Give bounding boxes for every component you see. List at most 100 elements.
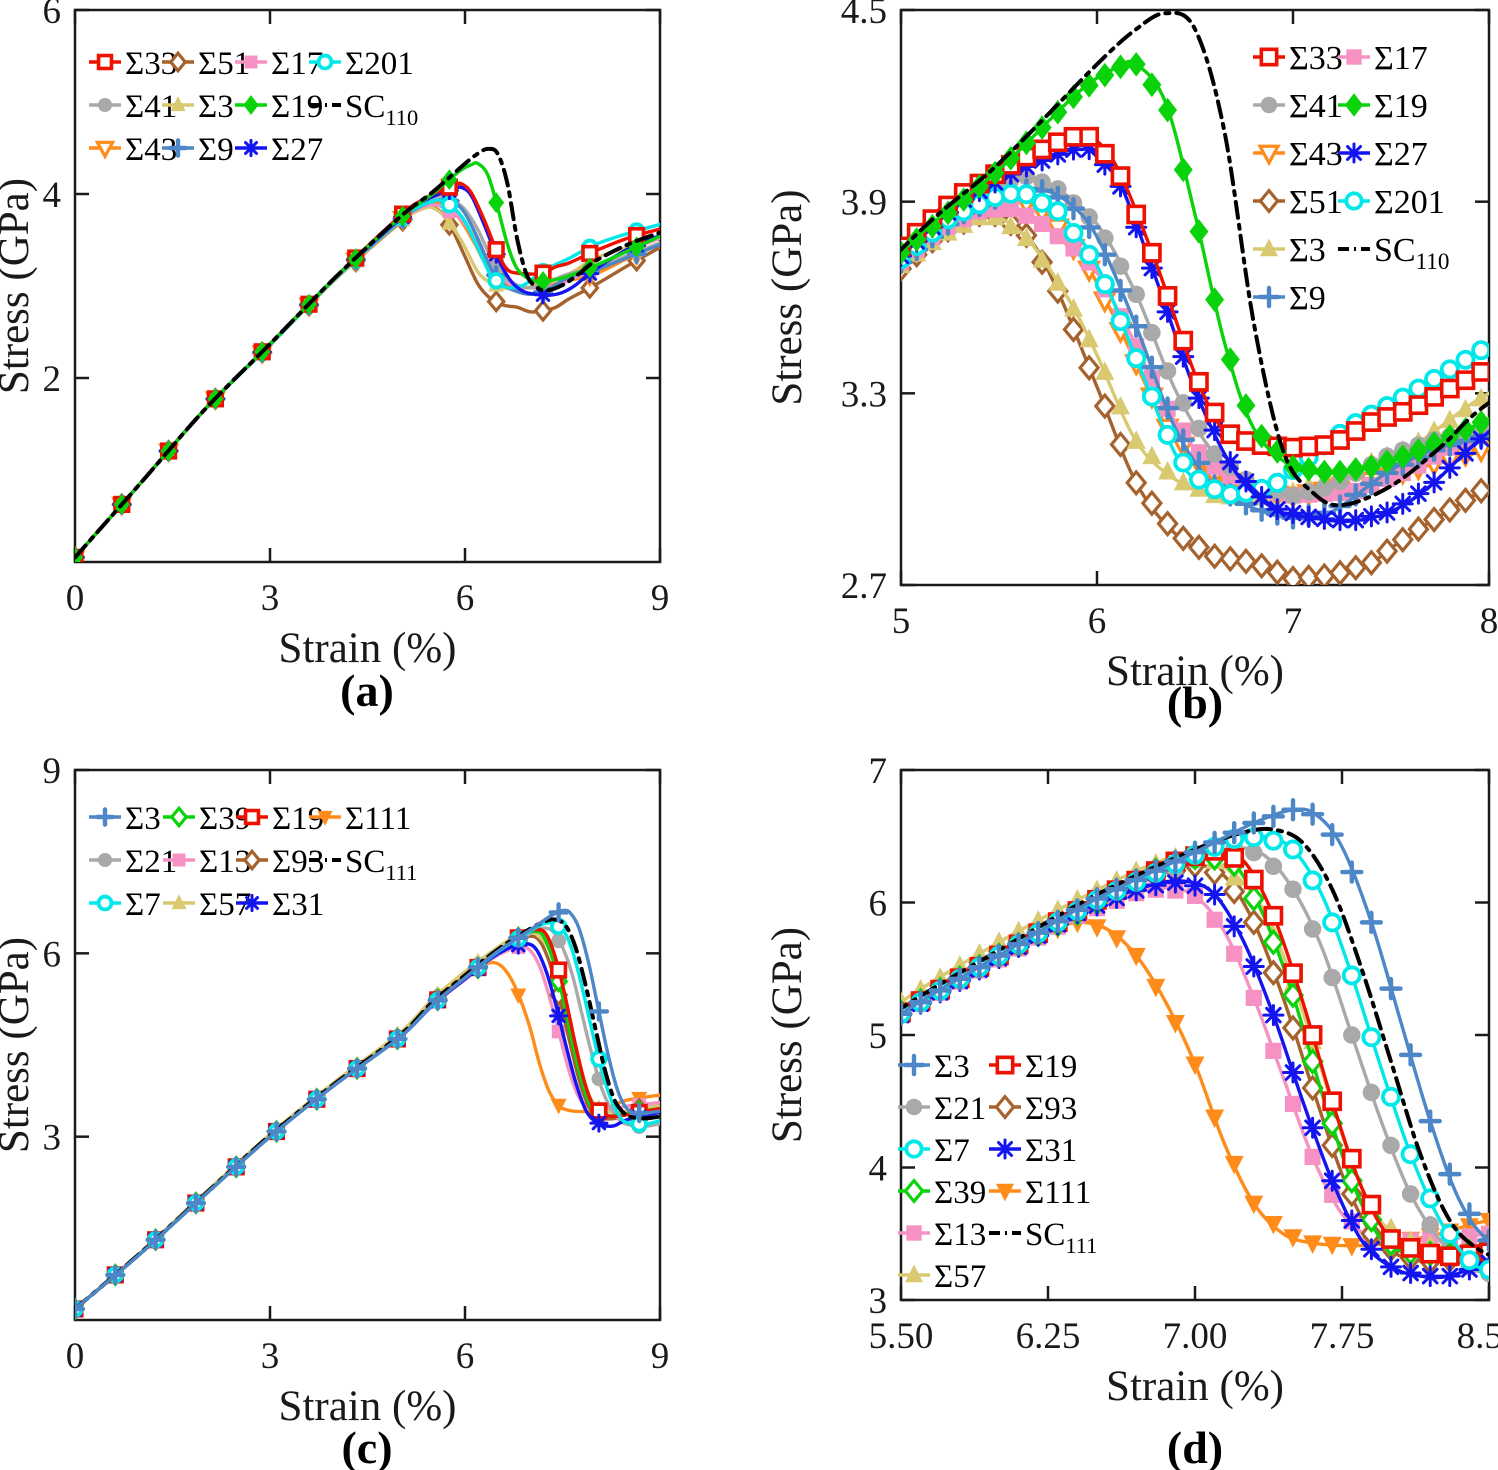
x-tick-label: 3 [261,578,280,619]
legend-label-Σ7: Σ7 [125,887,161,923]
x-tick-label: 6 [456,578,475,619]
legend-label-Σ21: Σ21 [125,844,177,880]
axis-ticks-d [899,768,1491,1302]
legend-item-Σ43-b: Σ43 [1253,136,1343,173]
legend-item-SC110-b: SC110 [1338,232,1449,275]
x-tick-label: 9 [651,578,670,619]
caption-d: (d) [1166,1422,1224,1470]
legend-label-Σ7: Σ7 [934,1133,970,1169]
legend-item-Σ3-a: Σ3 [162,89,234,125]
curve-Σ9-a [75,197,660,560]
legend-label-Σ201: Σ201 [1374,184,1445,221]
x-tick-label: 8 [1480,601,1498,642]
y-axis-label-a: Stress (GPa) [0,178,38,394]
y-tick-label: 3 [869,1281,888,1322]
legend-label-SC111: SC111 [345,844,417,885]
curve-Σ19-a [75,161,660,560]
legend-label-Σ3: Σ3 [934,1049,970,1085]
panel-b: 5 6 7 8 2.7 3.3 3.9 4.5 Strain (%) Stress (GPa) Σ3… [749,0,1498,735]
legend-item-Σ27-a: Σ27 [235,132,323,168]
legend-item-Σ19-b: Σ19 [1338,88,1428,125]
y-tick-label: 5 [869,1016,888,1057]
legend-label-Σ57: Σ57 [934,1259,986,1295]
legend-item-Σ33-a: Σ33 [89,46,177,82]
curves-b [901,10,1489,585]
legend-label-Σ33: Σ33 [125,46,177,82]
legend-label-Σ9: Σ9 [1289,280,1326,317]
y-tick-label: 6 [869,884,888,925]
curve-Σ111-c [75,960,660,1311]
legend-item-Σ31-c: Σ31 [236,887,324,923]
legend-item-Σ21-d: Σ21 [898,1091,986,1127]
curve-Σ13-c [75,944,660,1311]
legend-item-Σ19-d: Σ19 [989,1049,1077,1085]
markers-Σ19-a [75,169,645,562]
curves-c [75,902,660,1320]
legend-label-SC110: SC110 [1374,232,1449,275]
legend-item-Σ111-c: Σ111 [309,801,411,837]
axes-frame-b [899,8,1491,587]
y-tick-label: 3 [43,1118,62,1159]
legend-label-Σ3: Σ3 [198,89,234,125]
x-tick-label: 8.50 [1457,1316,1498,1357]
markers-Σ27-a [75,180,647,562]
curve-Σ39-c [75,929,660,1311]
caption-b: (b) [1166,677,1224,728]
markers-Σ19-b [901,51,1489,485]
tick-labels-d: 5.50 6.25 7.00 7.75 8.50 3 4 5 6 7 [869,751,1498,1357]
curves-a [75,146,660,562]
x-axis-label-b: Strain (%) [1106,648,1284,695]
x-tick-label: 7 [1284,601,1303,642]
y-tick-label: 2.7 [841,566,887,607]
markers-Σ33-a [75,178,646,562]
axis-ticks-c [73,768,662,1320]
y-tick-label: 3.9 [841,183,887,224]
x-tick-label: 0 [66,578,85,619]
caption-a: (a) [340,665,394,716]
legend-label-Σ51: Σ51 [1289,184,1343,221]
curve-Σ93-c [75,934,660,1311]
x-tick-label: 7.00 [1163,1316,1228,1357]
markers-Σ3-d [901,798,1489,1253]
legend-label-Σ43: Σ43 [125,132,177,168]
legend-item-Σ3-c: Σ3 [89,801,161,837]
x-axis-label-d: Strain (%) [1106,1363,1284,1410]
axes-frame-c [73,768,662,1322]
markers-Σ41-a [75,191,644,562]
plot-c: 0 3 6 9 3 6 9 Strain (%) Stress (GPa) Σ3 Σ39 Σ19 Σ11… [0,751,670,1430]
legend-item-Σ17-b: Σ17 [1338,40,1428,77]
legend-item-Σ7-c: Σ7 [89,887,161,923]
legend-label-Σ17: Σ17 [1374,40,1428,77]
legend-item-Σ9-a: Σ9 [162,132,234,168]
x-tick-label: 9 [651,1336,670,1377]
legend-d: Σ3 Σ19 Σ21 Σ93 Σ7 Σ31 Σ39 Σ111 Σ13 SC111 Σ57 [898,1049,1097,1295]
legend-label-Σ19: Σ19 [272,801,324,837]
curves-d [901,798,1489,1288]
legend-item-Σ51-a: Σ51 [162,46,250,82]
legend-label-Σ31: Σ31 [272,887,324,923]
curve-Σ57-c [75,929,660,1311]
x-tick-label: 6.25 [1016,1316,1081,1357]
legend-item-Σ57-d: Σ57 [898,1259,986,1295]
y-tick-label: 6 [43,934,62,975]
x-tick-label: 0 [66,1336,85,1377]
tick-labels-c: 0 3 6 9 3 6 9 [43,751,670,1377]
curve-SC110-a [75,146,660,560]
caption-c: (c) [341,1422,393,1470]
legend-label-Σ111: Σ111 [345,801,411,837]
legend-item-Σ111-d: Σ111 [989,1175,1091,1211]
plot-a: 0 3 6 9 2 4 6 Strain (%) Stress (GPa) Σ33 Σ51 Σ17 Σ2… [0,0,670,672]
y-tick-label: 4 [869,1149,888,1190]
legend-label-Σ39: Σ39 [934,1175,986,1211]
y-tick-label: 2 [43,359,62,400]
legend-label-Σ19: Σ19 [1025,1049,1077,1085]
legend-item-Σ41-b: Σ41 [1253,88,1343,125]
curve-Σ201-a [75,198,660,560]
legend-label-Σ41: Σ41 [1289,88,1343,125]
x-axis-label-c: Strain (%) [279,1383,457,1430]
legend-label-Σ9: Σ9 [198,132,234,168]
legend-label-SC110: SC110 [345,89,418,130]
legend-item-SC111-c: SC111 [309,844,417,885]
tick-labels-b: 5 6 7 8 2.7 3.3 3.9 4.5 [841,0,1498,642]
